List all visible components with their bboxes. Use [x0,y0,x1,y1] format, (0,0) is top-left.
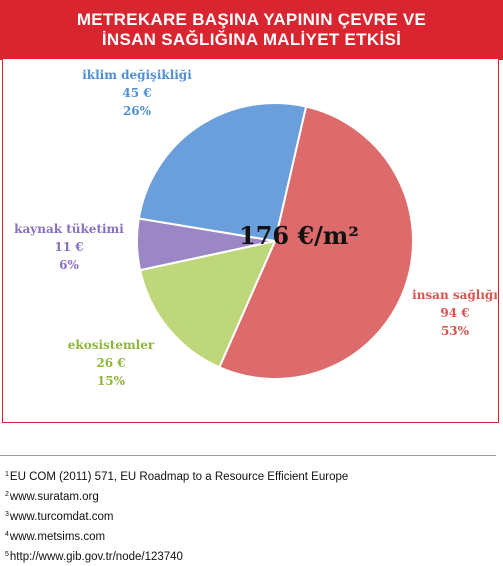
footnote-item: 1EU COM (2011) 571, EU Roadmap to a Reso… [5,466,348,486]
chart-title-line-2: İNSAN SAĞLIĞINA MALİYET ETKİSİ [101,30,402,49]
pie-chart: insan sağlığı 94 € 53% ekosistemler 26 € 15% k… [14,68,497,388]
pie-slice-4 [137,102,308,243]
pie-slice-label-amount: 94 € [440,306,469,320]
pie-slice-label-name: kaynak tüketimi [14,222,124,236]
footnote-number: 4 [5,531,9,538]
pie-slice-label-percent: 53% [441,324,470,338]
footnote-link[interactable]: www.suratam.org [9,491,99,503]
footnote-item: 3www.turcomdat.com [5,506,348,526]
footnote-item: 4www.metsims.com [5,526,348,546]
footnote-separator [0,455,496,456]
pie-slice-label-percent: 6% [59,258,79,272]
pie-slice-label-percent: 15% [97,374,126,388]
pie-slice-label-name: ekosistemler [68,338,155,352]
pie-slice-label-name: iklim değişikliği [82,68,192,82]
footnote-item: 5http://www.gib.gov.tr/node/123740 [5,546,348,566]
footnotes-list: 1EU COM (2011) 571, EU Roadmap to a Reso… [5,466,348,566]
chart-frame: insan sağlığı 94 € 53% ekosistemler 26 € 15% k… [2,58,499,423]
pie-slice-1 [217,105,415,381]
footnote-number: 2 [5,491,9,498]
footnote-number: 3 [5,511,9,518]
footnote-number: 5 [5,551,9,558]
footnote-link[interactable]: http://www.gib.gov.tr/node/123740 [9,551,183,563]
pie-slice-label-amount: 45 € [122,86,151,100]
footnote-text: EU COM (2011) 571, EU Roadmap to a Resou… [9,471,349,483]
pie-slice-2 [138,239,277,369]
chart-title-line-1: METREKARE BAŞINA YAPININ ÇEVRE VE [76,10,427,29]
footnote-link[interactable]: www.metsims.com [9,531,106,543]
chart-title-bar: METREKARE BAŞINA YAPININ ÇEVRE VE İNSAN … [0,0,503,60]
footnote-item: 2www.suratam.org [5,486,348,506]
pie-slice-label-percent: 26% [123,104,152,118]
footnote-number: 1 [5,471,9,478]
pie-slice-label-amount: 11 € [54,240,83,254]
pie-slice-label-amount: 26 € [96,356,125,370]
pie-center-total-label: 176 €/m² [239,221,359,250]
pie-slice-label-name: insan sağlığı [412,288,497,302]
footnote-link[interactable]: www.turcomdat.com [9,511,114,523]
